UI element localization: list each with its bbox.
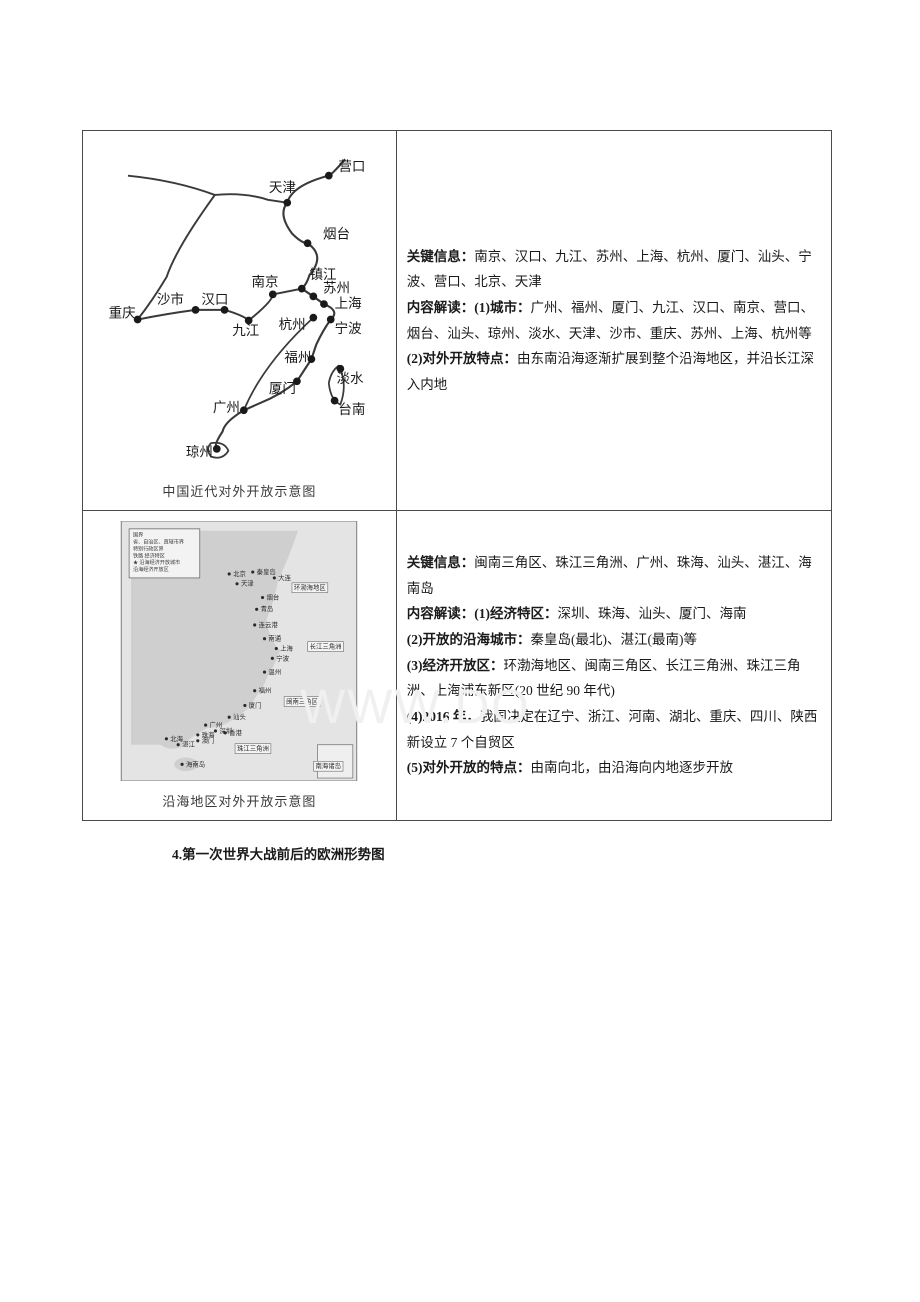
content-2a: 内容解读：(1)经济特区：深圳、珠海、汕头、厦门、海南 — [407, 601, 821, 627]
svg-text:沿海经济开放区: 沿海经济开放区 — [133, 566, 169, 573]
map-2-svg: 国界省、自治区、直辖市界特别行政区界铁路 经济特区★ 沿海经济开放城市 沿海经济… — [119, 521, 359, 781]
p-bold: (3)经济开放区： — [407, 658, 504, 673]
svg-text:烟台: 烟台 — [323, 226, 350, 241]
svg-text:台南: 台南 — [339, 402, 366, 417]
svg-text:厦门: 厦门 — [249, 700, 262, 709]
svg-text:长江三角洲: 长江三角洲 — [310, 642, 342, 651]
svg-text:香港: 香港 — [230, 728, 243, 737]
map-cell-1: 营口天津烟台镇江南京苏州上海沙市汉口重庆九江杭州宁波福州淡水厦门广州台南琼州 中… — [83, 131, 397, 511]
svg-text:上海: 上海 — [281, 644, 294, 653]
key-label: 关键信息： — [407, 555, 475, 570]
p1-bold: (1)城市： — [474, 300, 530, 315]
content-1b: (2)对外开放特点：由东南沿海逐渐扩展到整个沿海地区，并沿长江深入内地 — [407, 346, 821, 397]
svg-text:宁波: 宁波 — [335, 320, 363, 336]
content-label: 内容解读： — [407, 300, 475, 315]
desc-cell-1: 关键信息：南京、汉口、九江、苏州、上海、杭州、厦门、汕头、宁波、营口、北京、天津… — [396, 131, 831, 511]
map-2-caption: 沿海地区对外开放示意图 — [93, 791, 386, 810]
svg-text:天津: 天津 — [241, 580, 254, 588]
key-label: 关键信息： — [407, 249, 475, 264]
content-2e: (5)对外开放的特点：由南向北，由沿海向内地逐步开放 — [407, 755, 821, 781]
svg-text:秦皇岛: 秦皇岛 — [257, 567, 276, 576]
p2-bold: (2)对外开放特点： — [407, 351, 517, 366]
svg-text:琼州: 琼州 — [186, 445, 213, 460]
content-2d: (4)2016 年，我国决定在辽宁、浙江、河南、湖北、重庆、四川、陕西新设立 7… — [407, 704, 821, 755]
comparison-table: 营口天津烟台镇江南京苏州上海沙市汉口重庆九江杭州宁波福州淡水厦门广州台南琼州 中… — [82, 130, 832, 821]
key-info-1: 关键信息：南京、汉口、九江、苏州、上海、杭州、厦门、汕头、宁波、营口、北京、天津 — [407, 244, 821, 295]
svg-text:天津: 天津 — [269, 180, 296, 195]
svg-text:湛江: 湛江 — [182, 741, 195, 749]
svg-text:北京: 北京 — [233, 569, 246, 578]
map-cell-2: 国界省、自治区、直辖市界特别行政区界铁路 经济特区★ 沿海经济开放城市 沿海经济… — [83, 511, 397, 821]
content-2b: (2)开放的沿海城市：秦皇岛(最北)、湛江(最南)等 — [407, 627, 821, 653]
heading-4: 4.第一次世界大战前后的欧洲形势图 — [172, 843, 838, 863]
svg-text:特别行政区界: 特别行政区界 — [133, 545, 164, 552]
svg-text:温州: 温州 — [269, 667, 282, 676]
svg-text:厦门: 厦门 — [269, 381, 296, 396]
svg-text:★ 沿海经济开放城市: ★ 沿海经济开放城市 — [133, 559, 180, 566]
map-1-svg: 营口天津烟台镇江南京苏州上海沙市汉口重庆九江杭州宁波福州淡水厦门广州台南琼州 — [99, 141, 379, 471]
svg-text:珠江三角洲: 珠江三角洲 — [237, 744, 269, 753]
svg-text:海南岛: 海南岛 — [186, 759, 205, 768]
svg-text:澳门: 澳门 — [202, 736, 215, 745]
svg-text:青岛: 青岛 — [261, 604, 274, 613]
svg-text:苏州: 苏州 — [323, 280, 350, 295]
svg-text:宁波: 宁波 — [277, 653, 290, 662]
svg-text:省、自治区、直辖市界: 省、自治区、直辖市界 — [133, 539, 184, 546]
p-text: 由南向北，由沿海向内地逐步开放 — [531, 760, 734, 775]
svg-text:南通: 南通 — [269, 634, 282, 643]
svg-text:沙市: 沙市 — [157, 291, 184, 307]
table-row: 营口天津烟台镇江南京苏州上海沙市汉口重庆九江杭州宁波福州淡水厦门广州台南琼州 中… — [83, 131, 832, 511]
p-bold: (5)对外开放的特点： — [407, 760, 531, 775]
svg-text:福州: 福州 — [259, 686, 272, 695]
desc-cell-2: 关键信息：闽南三角区、珠江三角洲、广州、珠海、汕头、湛江、海南岛 内容解读：(1… — [396, 511, 831, 821]
svg-text:南京: 南京 — [252, 275, 279, 290]
svg-text:闽南三角区: 闽南三角区 — [286, 696, 318, 705]
key-info-2: 关键信息：闽南三角区、珠江三角洲、广州、珠海、汕头、湛江、海南岛 — [407, 550, 821, 601]
svg-text:福州: 福州 — [285, 350, 312, 365]
svg-text:汉口: 汉口 — [202, 292, 229, 307]
svg-text:烟台: 烟台 — [267, 592, 280, 601]
svg-text:重庆: 重庆 — [109, 306, 136, 321]
content-label: 内容解读： — [407, 606, 475, 621]
svg-text:大连: 大连 — [279, 573, 292, 582]
p-bold: (2)开放的沿海城市： — [407, 632, 531, 647]
table-row: 国界省、自治区、直辖市界特别行政区界铁路 经济特区★ 沿海经济开放城市 沿海经济… — [83, 511, 832, 821]
svg-text:九江: 九江 — [233, 323, 260, 338]
svg-text:汕头: 汕头 — [233, 712, 246, 721]
svg-text:营口: 营口 — [339, 159, 366, 174]
content-1: 内容解读：(1)城市：广州、福州、厦门、九江、汉口、南京、营口、烟台、汕头、琼州… — [407, 295, 821, 346]
svg-text:上海: 上海 — [335, 296, 362, 311]
svg-text:广州: 广州 — [213, 400, 240, 415]
svg-text:国界: 国界 — [133, 533, 143, 539]
map-1-caption: 中国近代对外开放示意图 — [93, 481, 386, 500]
svg-text:南海诸岛: 南海诸岛 — [316, 761, 341, 770]
svg-text:铁路 经济特区: 铁路 经济特区 — [133, 552, 165, 559]
svg-text:杭州: 杭州 — [279, 317, 306, 332]
svg-text:淡水: 淡水 — [337, 371, 364, 386]
p-bold: (4)2016 年， — [407, 709, 480, 724]
svg-text:环渤海地区: 环渤海地区 — [294, 583, 326, 592]
p-text: 深圳、珠海、汕头、厦门、海南 — [558, 606, 747, 621]
svg-text:连云港: 连云港 — [259, 620, 279, 629]
p-bold: (1)经济特区： — [474, 606, 557, 621]
content-2c: (3)经济开放区：环渤海地区、闽南三角区、长江三角洲、珠江三角洲、上海浦东新区(… — [407, 653, 821, 704]
p-text: 秦皇岛(最北)、湛江(最南)等 — [531, 632, 697, 647]
